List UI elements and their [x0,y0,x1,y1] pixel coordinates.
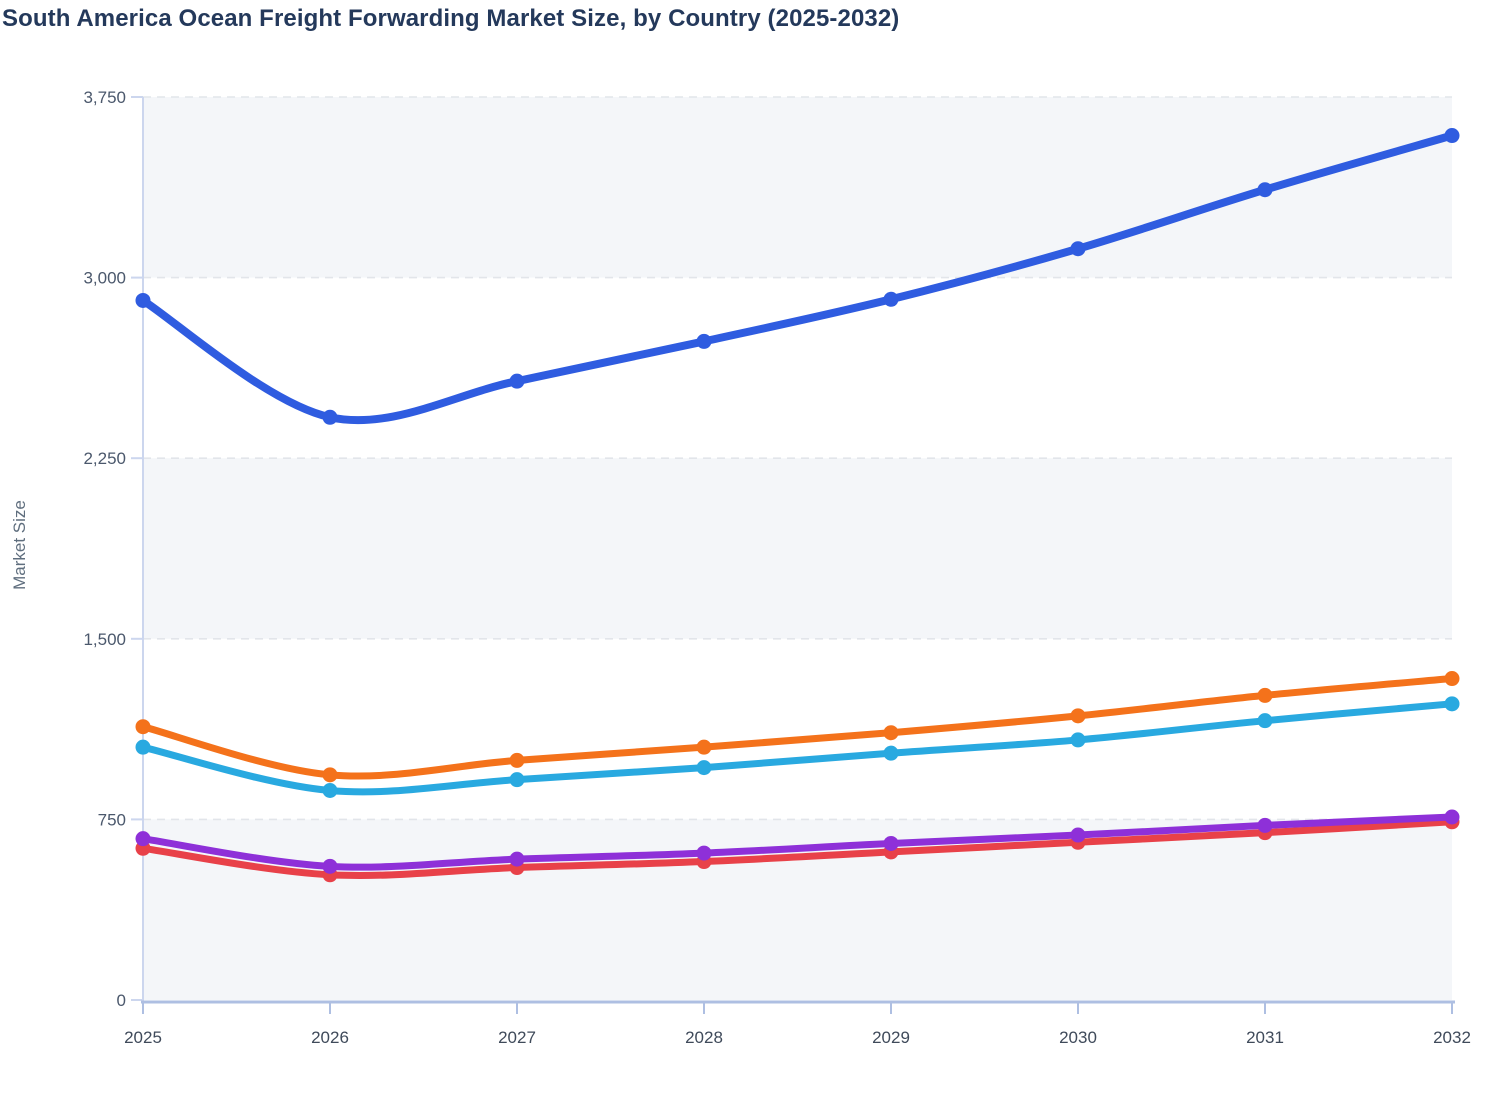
x-tick-label: 2027 [498,1028,536,1047]
data-point-blue-2025[interactable] [135,292,151,308]
data-point-purple-2031[interactable] [1257,817,1273,833]
x-tick-label: 2030 [1059,1028,1097,1047]
data-point-cyan-2030[interactable] [1070,732,1086,748]
data-point-cyan-2026[interactable] [322,783,338,799]
data-point-cyan-2031[interactable] [1257,713,1273,729]
data-point-orange-2029[interactable] [883,725,899,741]
series-line-red[interactable] [139,818,1456,880]
data-point-cyan-2032[interactable] [1444,696,1460,712]
data-point-orange-2032[interactable] [1444,671,1460,687]
x-tick-label: 2028 [685,1028,723,1047]
data-point-orange-2030[interactable] [1070,708,1086,724]
y-tick-label: 2,250 [83,449,126,468]
y-tick-label: 3,000 [83,269,126,288]
series-line-cyan[interactable] [139,700,1456,796]
chart-title: South America Ocean Freight Forwarding M… [2,5,900,32]
data-point-purple-2030[interactable] [1070,827,1086,843]
data-point-purple-2029[interactable] [883,835,899,851]
y-tick-label: 3,750 [83,88,126,107]
data-point-purple-2032[interactable] [1444,809,1460,825]
series-line-orange[interactable] [139,675,1456,780]
data-point-cyan-2027[interactable] [509,772,525,788]
data-point-purple-2027[interactable] [509,851,525,867]
x-tick-label: 2025 [124,1028,162,1047]
plot-band [143,458,1452,639]
plot-band [143,97,1452,278]
data-point-blue-2027[interactable] [509,373,525,389]
data-point-cyan-2028[interactable] [696,760,712,776]
data-point-blue-2031[interactable] [1257,182,1273,198]
data-point-purple-2026[interactable] [322,858,338,874]
x-tick-label: 2031 [1246,1028,1284,1047]
data-point-blue-2028[interactable] [696,333,712,349]
data-point-orange-2028[interactable] [696,739,712,755]
data-point-purple-2028[interactable] [696,845,712,861]
x-tick-label: 2026 [311,1028,349,1047]
data-point-cyan-2029[interactable] [883,745,899,761]
data-point-blue-2032[interactable] [1444,128,1460,144]
data-point-orange-2026[interactable] [322,767,338,783]
y-tick-label: 1,500 [83,630,126,649]
x-tick-label: 2032 [1433,1028,1471,1047]
y-tick-label: 0 [117,991,126,1010]
data-point-orange-2025[interactable] [135,719,151,735]
y-tick-label: 750 [98,810,126,829]
data-point-purple-2025[interactable] [135,831,151,847]
data-point-blue-2030[interactable] [1070,241,1086,257]
data-point-orange-2027[interactable] [509,752,525,768]
data-point-blue-2026[interactable] [322,409,338,425]
data-point-cyan-2025[interactable] [135,739,151,755]
series-line-purple[interactable] [139,813,1456,871]
data-point-orange-2031[interactable] [1257,687,1273,703]
x-tick-label: 2029 [872,1028,910,1047]
data-point-blue-2029[interactable] [883,291,899,307]
